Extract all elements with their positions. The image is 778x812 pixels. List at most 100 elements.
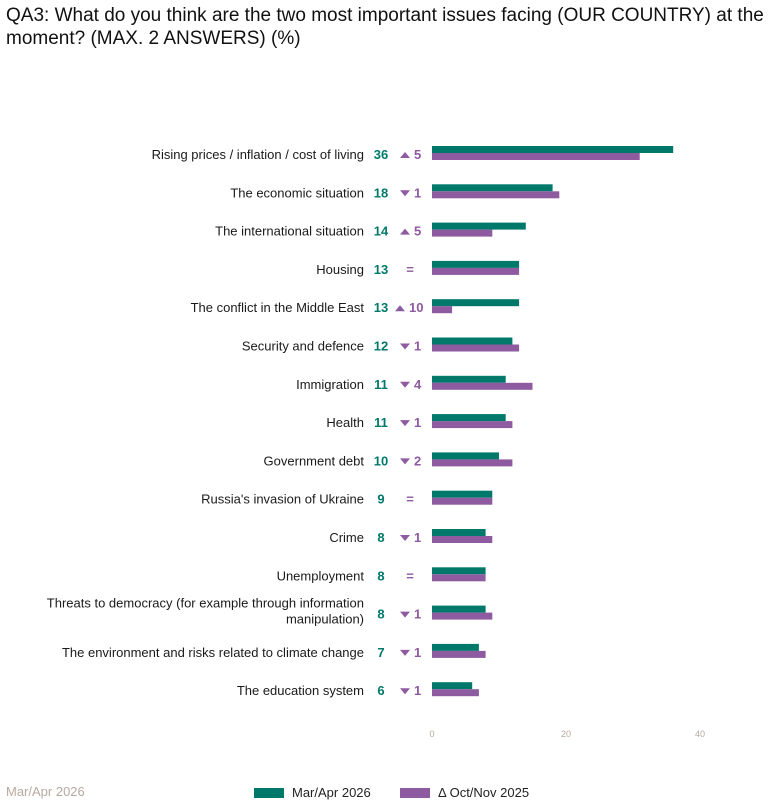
- legend-swatch-previous: [400, 787, 430, 798]
- change-equal-label: =: [406, 492, 414, 507]
- category-label: Unemployment: [277, 568, 365, 583]
- category-label: Rising prices / inflation / cost of livi…: [152, 147, 364, 162]
- bar-current: [432, 146, 674, 153]
- bar-current: [432, 529, 486, 536]
- change-down-icon: [400, 381, 410, 388]
- legend-item-current: Mar/Apr 2026: [254, 785, 371, 800]
- bar-previous: [432, 306, 453, 314]
- value-label: 9: [377, 492, 384, 507]
- bar-previous: [432, 574, 486, 582]
- bar-previous: [432, 382, 533, 390]
- change-label: 1: [414, 185, 421, 200]
- change-down-icon: [400, 535, 410, 541]
- category-label: The education system: [237, 683, 364, 698]
- bar-previous: [432, 650, 486, 658]
- legend-item-previous: Δ Oct/Nov 2025: [400, 785, 529, 800]
- change-label: 1: [414, 683, 421, 698]
- change-label: 5: [414, 224, 421, 239]
- change-label: 2: [414, 453, 421, 468]
- bar-previous: [432, 689, 479, 697]
- change-label: 4: [414, 377, 422, 392]
- category-label: The economic situation: [230, 185, 364, 200]
- bar-previous: [432, 229, 493, 237]
- value-label: 14: [374, 224, 389, 239]
- bar-previous: [432, 536, 493, 543]
- value-label: 13: [374, 300, 388, 315]
- category-label: Health: [326, 415, 364, 430]
- value-label: 8: [377, 530, 384, 545]
- value-label: 18: [374, 185, 388, 200]
- bar-current: [432, 222, 526, 230]
- change-label: 5: [414, 147, 421, 162]
- change-equal-label: =: [406, 568, 414, 583]
- change-label: 1: [414, 415, 421, 430]
- bar-previous: [432, 191, 560, 199]
- legend-label-current: Mar/Apr 2026: [292, 785, 371, 800]
- change-down-icon: [400, 190, 410, 197]
- change-down-icon: [400, 649, 410, 656]
- value-label: 12: [374, 339, 388, 354]
- change-label: 1: [414, 339, 421, 354]
- change-down-icon: [400, 688, 410, 695]
- change-down-icon: [400, 611, 410, 618]
- legend-label-previous: Δ Oct/Nov 2025: [438, 785, 530, 800]
- bar-previous: [432, 497, 493, 505]
- bar-current: [432, 299, 520, 307]
- bar-previous: [432, 459, 513, 467]
- legend-swatch-current: [254, 787, 284, 798]
- value-label: 7: [377, 645, 384, 660]
- change-label: 1: [414, 645, 421, 660]
- value-label: 13: [374, 262, 388, 277]
- category-label: Government debt: [264, 453, 365, 468]
- change-label: 1: [414, 607, 421, 622]
- category-label: Security and defence: [242, 339, 364, 354]
- change-up-icon: [400, 152, 410, 158]
- bar-current: [432, 605, 486, 613]
- value-label: 8: [377, 607, 384, 622]
- bar-current: [432, 337, 513, 345]
- change-down-icon: [400, 458, 410, 465]
- change-label: 1: [414, 530, 421, 545]
- x-tick-label: 0: [429, 729, 434, 739]
- category-label: The conflict in the Middle East: [191, 300, 365, 315]
- change-up-icon: [400, 228, 410, 235]
- bar-chart: Rising prices / inflation / cost of livi…: [47, 146, 705, 739]
- footer-date-label: Mar/Apr 2026: [6, 784, 85, 799]
- change-equal-label: =: [406, 262, 414, 277]
- change-label: 10: [409, 300, 423, 315]
- category-label: Russia's invasion of Ukraine: [201, 492, 364, 507]
- bar-previous: [432, 344, 520, 352]
- category-label: The international situation: [215, 224, 364, 239]
- value-label: 8: [377, 568, 384, 583]
- bar-previous: [432, 153, 640, 160]
- change-up-icon: [395, 305, 405, 312]
- value-label: 11: [374, 415, 388, 430]
- x-tick-label: 20: [561, 729, 571, 739]
- bar-current: [432, 490, 493, 498]
- category-label: Housing: [316, 262, 364, 277]
- category-label: The environment and risks related to cli…: [62, 645, 364, 660]
- bar-current: [432, 260, 520, 268]
- bar-current: [432, 567, 486, 575]
- bar-current: [432, 414, 506, 422]
- bar-current: [432, 375, 506, 383]
- value-label: 6: [377, 683, 384, 698]
- chart-title: QA3: What do you think are the two most …: [6, 5, 764, 49]
- category-label: Threats to democracy (for example throug…: [47, 596, 364, 611]
- category-label: Immigration: [296, 377, 364, 392]
- bar-previous: [432, 267, 520, 275]
- value-label: 11: [374, 377, 388, 392]
- value-label: 10: [374, 453, 388, 468]
- category-label: manipulation): [286, 612, 364, 627]
- x-tick-label: 40: [695, 729, 705, 739]
- bar-current: [432, 682, 473, 690]
- category-label: Crime: [329, 530, 364, 545]
- bar-previous: [432, 612, 493, 620]
- bar-current: [432, 452, 499, 460]
- bar-current: [432, 184, 553, 192]
- bar-current: [432, 643, 479, 651]
- change-down-icon: [400, 343, 410, 350]
- value-label: 36: [374, 147, 388, 162]
- change-down-icon: [400, 420, 410, 427]
- bar-previous: [432, 421, 513, 429]
